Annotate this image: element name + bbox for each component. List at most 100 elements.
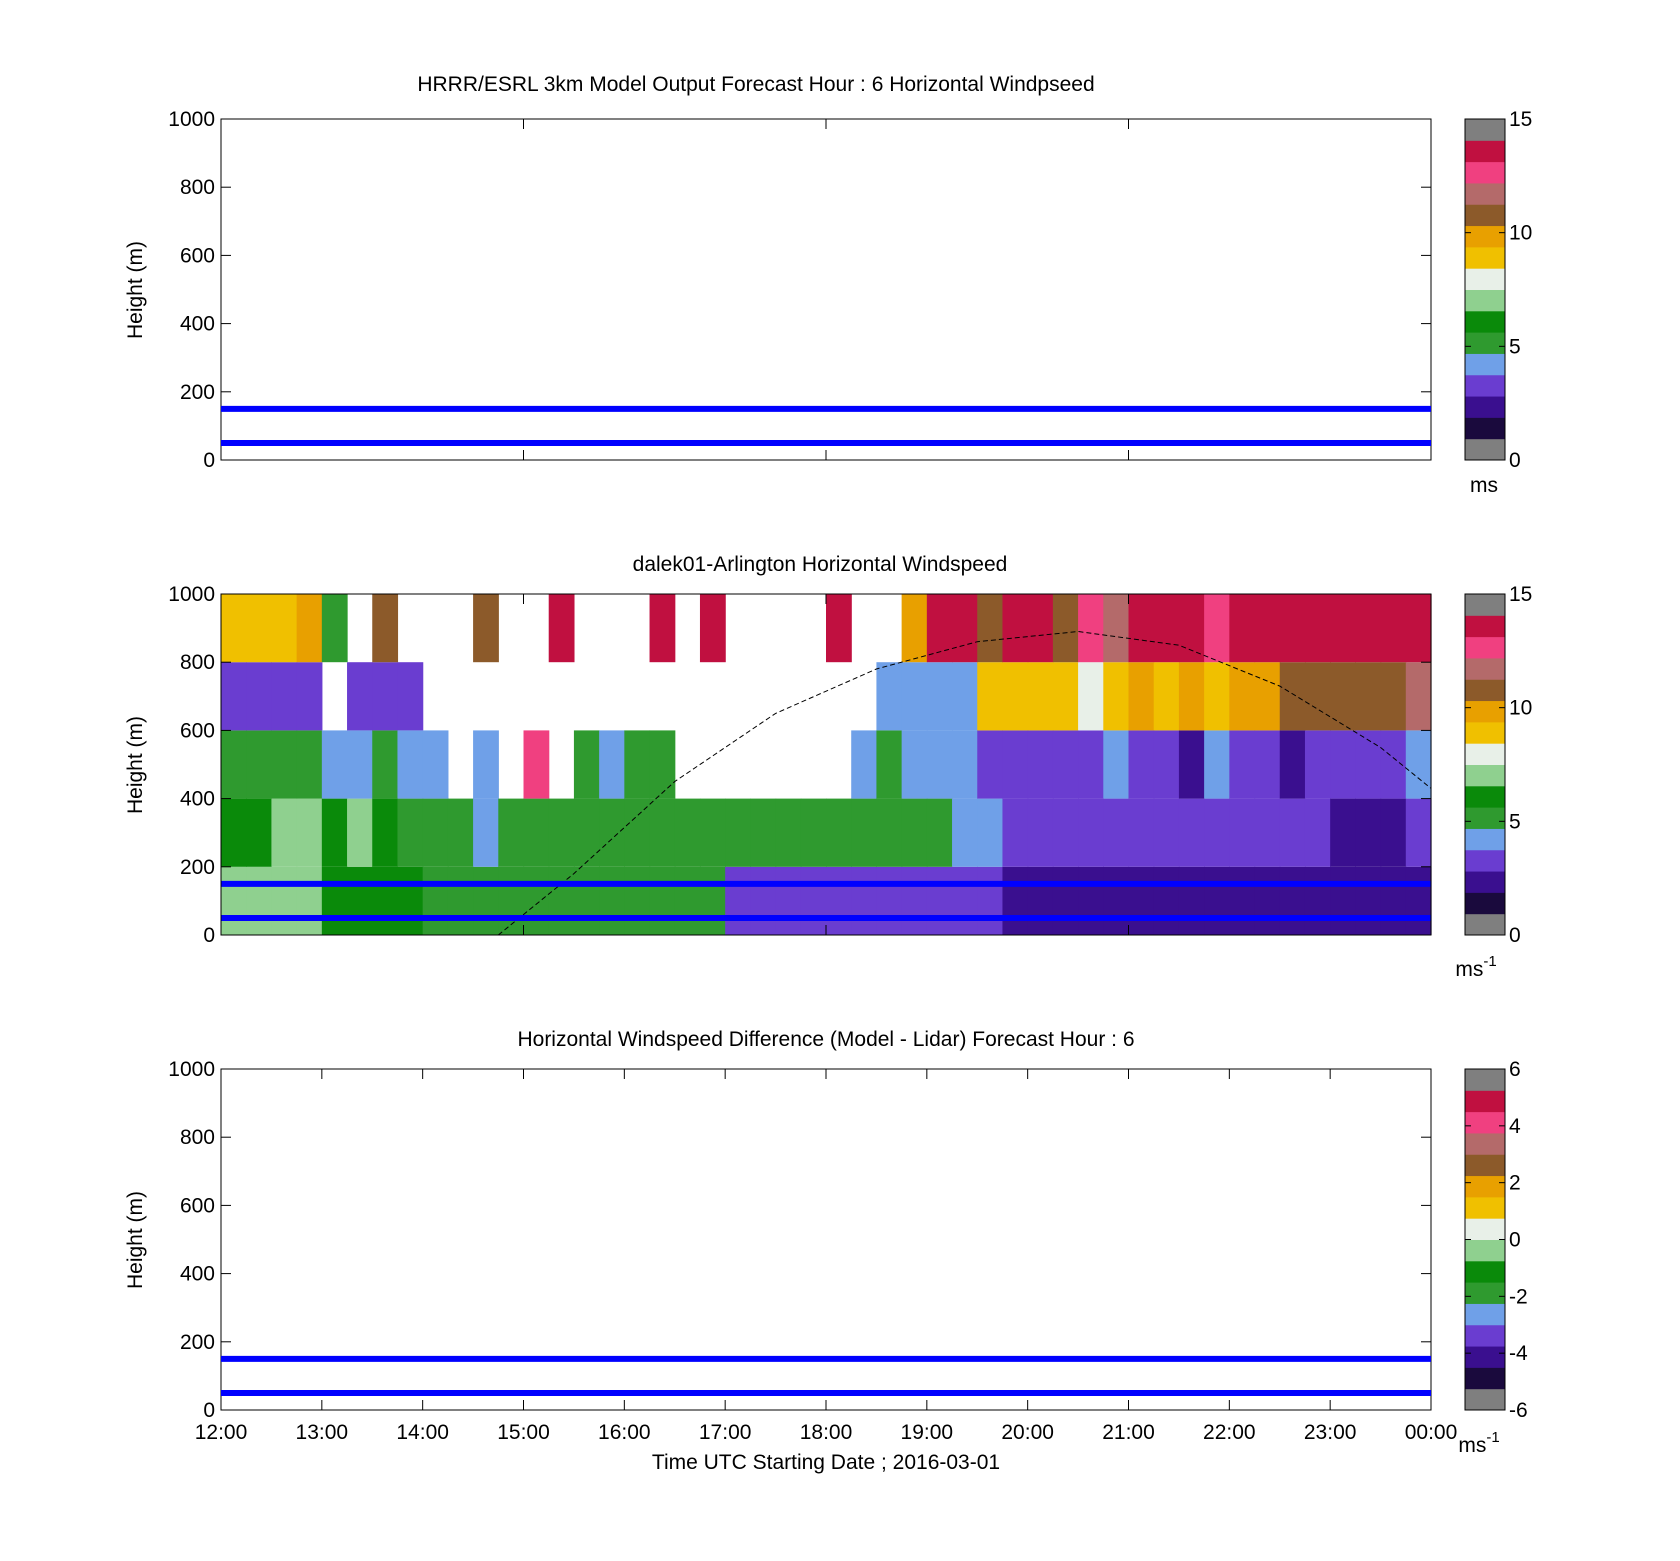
heat-cell bbox=[271, 594, 298, 663]
heat-cell bbox=[473, 730, 499, 799]
heat-cell bbox=[1128, 798, 1155, 867]
heat-cell bbox=[1405, 730, 1432, 799]
heat-cell bbox=[851, 730, 878, 799]
y-axis-label: Height (m) bbox=[124, 716, 147, 814]
heat-cell bbox=[498, 866, 525, 935]
heat-cell bbox=[1128, 594, 1155, 663]
x-tick-label: 15:00 bbox=[497, 1421, 550, 1444]
x-tick-label: 17:00 bbox=[699, 1421, 752, 1444]
unit-exponent: -1 bbox=[1486, 1429, 1499, 1446]
heat-cell bbox=[901, 730, 928, 799]
colorbar-swatch bbox=[1465, 1260, 1505, 1283]
heat-cell bbox=[1103, 594, 1130, 663]
heat-cell bbox=[271, 662, 298, 731]
heat-cell bbox=[977, 866, 1004, 935]
colorbar-swatch bbox=[1465, 353, 1505, 376]
y-tick-label: 1000 bbox=[168, 108, 215, 131]
heat-cell bbox=[397, 730, 424, 799]
x-axis-ticks bbox=[220, 119, 1432, 460]
heat-cell bbox=[977, 662, 1004, 731]
x-tick-label: 19:00 bbox=[901, 1421, 954, 1444]
heat-cell bbox=[573, 730, 600, 799]
panel-lidar: dalek01-Arlington Horizontal Windspeed 0… bbox=[124, 553, 1532, 981]
heat-cell bbox=[221, 866, 247, 935]
y-axis-label: Height (m) bbox=[124, 1191, 147, 1289]
heat-cell bbox=[372, 662, 399, 731]
heat-cell bbox=[1279, 594, 1306, 663]
heat-cell bbox=[952, 594, 978, 663]
heat-cell bbox=[296, 662, 323, 731]
heat-cell bbox=[548, 866, 575, 935]
heat-cell bbox=[1002, 662, 1029, 731]
heat-cell bbox=[977, 798, 1004, 867]
y-tick-label: 0 bbox=[203, 924, 215, 947]
colorbar-frame bbox=[1464, 118, 1506, 461]
panel-title: HRRR/ESRL 3km Model Output Forecast Hour… bbox=[417, 73, 1094, 96]
heat-cell bbox=[1380, 798, 1407, 867]
colorbar-swatch bbox=[1465, 396, 1505, 418]
heat-cell bbox=[1254, 594, 1281, 663]
heat-cell bbox=[1178, 594, 1205, 663]
heat-cell bbox=[649, 798, 676, 867]
y-tick-label: 400 bbox=[180, 788, 215, 811]
heat-cell bbox=[447, 798, 474, 867]
heat-cell bbox=[952, 798, 978, 867]
colorbar: -6 -4 -2 0 2 4 6 bbox=[1464, 1058, 1528, 1422]
heat-cell bbox=[901, 798, 928, 867]
heat-cell bbox=[599, 730, 625, 799]
heat-cell bbox=[1229, 798, 1256, 867]
panel-title: dalek01-Arlington Horizontal Windspeed bbox=[633, 553, 1008, 576]
heat-cell bbox=[624, 798, 651, 867]
heat-cell bbox=[699, 594, 726, 663]
colorbar-swatch bbox=[1465, 594, 1505, 616]
heat-cell bbox=[1204, 730, 1230, 799]
heat-cell bbox=[826, 866, 852, 935]
heat-cell bbox=[473, 866, 499, 935]
heat-cell bbox=[1405, 798, 1432, 867]
heat-cell bbox=[422, 866, 449, 935]
heat-cell bbox=[725, 866, 751, 935]
heat-cell bbox=[800, 798, 827, 867]
colorbar-tick-label: -6 bbox=[1509, 1399, 1528, 1422]
y-axis-label: Height (m) bbox=[124, 241, 147, 339]
colorbar-swatch bbox=[1465, 225, 1505, 248]
colorbar-swatch bbox=[1465, 438, 1505, 461]
heat-cell bbox=[573, 866, 600, 935]
heat-cell bbox=[1355, 730, 1382, 799]
colorbar-swatch bbox=[1465, 332, 1505, 354]
y-tick-label: 800 bbox=[180, 176, 215, 199]
heat-cell bbox=[851, 866, 878, 935]
heat-cell bbox=[1153, 730, 1180, 799]
colorbar-tick-label: 6 bbox=[1509, 1058, 1521, 1081]
heat-cell bbox=[926, 730, 953, 799]
heat-cell bbox=[599, 866, 625, 935]
heat-cell bbox=[397, 662, 424, 731]
colorbar-swatch bbox=[1465, 1218, 1505, 1240]
heat-cell bbox=[246, 730, 273, 799]
colorbar-tick-label: 4 bbox=[1509, 1115, 1521, 1138]
heat-cell bbox=[649, 730, 676, 799]
heat-cell bbox=[1052, 798, 1079, 867]
heat-cell bbox=[347, 798, 373, 867]
x-tick-label: 00:00 bbox=[1405, 1421, 1458, 1444]
heat-cell bbox=[1330, 866, 1356, 935]
heat-cell bbox=[926, 662, 953, 731]
x-tick-label: 21:00 bbox=[1102, 1421, 1155, 1444]
heat-cell bbox=[649, 594, 676, 663]
x-axis-ticks bbox=[220, 594, 1432, 935]
heat-cell bbox=[977, 594, 1004, 663]
heat-cell bbox=[1002, 866, 1029, 935]
heat-cell bbox=[1254, 730, 1281, 799]
heat-cell bbox=[372, 730, 399, 799]
colorbar-swatch bbox=[1465, 700, 1505, 723]
heat-cell bbox=[1052, 730, 1079, 799]
heat-cell bbox=[876, 662, 903, 731]
colorbar-swatch bbox=[1465, 1175, 1505, 1198]
heat-cell bbox=[1153, 798, 1180, 867]
colorbar-swatch bbox=[1465, 246, 1505, 269]
heat-cell bbox=[1204, 798, 1230, 867]
colorbar-swatch bbox=[1465, 721, 1505, 744]
colorbar-tick-label: 5 bbox=[1509, 810, 1521, 833]
colorbar-unit: ms bbox=[1470, 474, 1498, 497]
y-tick-label: 1000 bbox=[168, 1058, 215, 1081]
